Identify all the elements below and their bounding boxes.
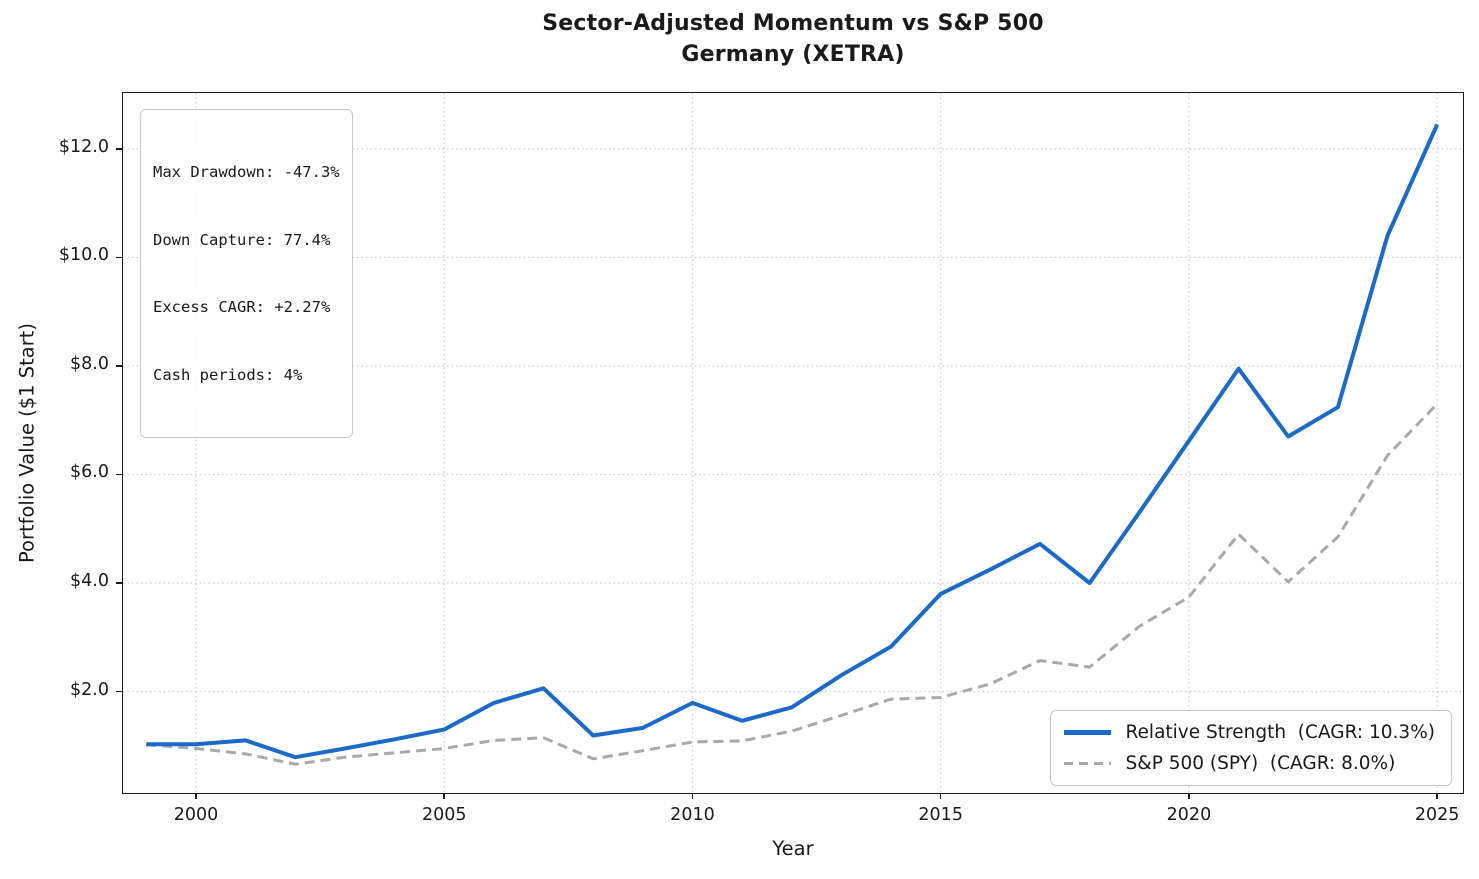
- x-tick: [1436, 793, 1438, 799]
- x-tick-label: 2000: [173, 805, 219, 825]
- legend-label-benchmark: S&P 500 (SPY) (CAGR: 8.0%): [1125, 753, 1396, 774]
- strategy-line-swatch: [1063, 730, 1111, 735]
- legend-item-benchmark: S&P 500 (SPY) (CAGR: 8.0%): [1063, 748, 1435, 779]
- y-tick-label: $8.0: [70, 353, 109, 374]
- y-tick: [116, 148, 123, 150]
- y-tick-label: $4.0: [70, 571, 109, 591]
- stat-excess-cagr: Excess CAGR: +2.27%: [153, 298, 331, 316]
- y-tick: [116, 582, 123, 584]
- x-tick: [195, 793, 197, 799]
- plot-frame: [121, 91, 1464, 794]
- plot-area: [123, 93, 1463, 793]
- x-axis-label: Year: [772, 837, 814, 860]
- y-tick: [116, 690, 123, 693]
- stats-box: Max Drawdown: -47.3% Down Capture: 77.4%…: [140, 109, 353, 438]
- chart-title-line1: Sector-Adjusted Momentum vs S&P 500: [542, 11, 1044, 36]
- stat-max-drawdown: Max Drawdown: -47.3%: [153, 163, 340, 181]
- legend: Relative Strength (CAGR: 10.3%) S&P 500 …: [1049, 710, 1452, 786]
- benchmark-line-swatch: [1063, 761, 1111, 766]
- x-tick-label: 2010: [670, 805, 715, 825]
- stat-down-capture: Down Capture: 77.4%: [153, 230, 331, 249]
- y-tick: [116, 473, 123, 476]
- strategy-line: [146, 123, 1440, 760]
- y-tick-label: $10.0: [58, 245, 109, 266]
- chart-title-line2: Germany (XETRA): [681, 42, 905, 67]
- x-tick: [691, 793, 694, 799]
- y-tick-label: $2.0: [70, 679, 109, 700]
- x-tick-label: 2025: [1414, 805, 1460, 825]
- x-tick: [443, 793, 445, 799]
- legend-item-strategy: Relative Strength (CAGR: 10.3%): [1063, 717, 1435, 748]
- y-tick: [116, 256, 123, 259]
- x-tick: [1188, 793, 1190, 799]
- y-tick: [116, 365, 123, 367]
- x-tick-label: 2020: [1166, 805, 1212, 825]
- chart-title: Sector-Adjusted Momentum vs S&P 500 Germ…: [123, 8, 1463, 70]
- stat-cash-periods: Cash periods: 4%: [153, 365, 303, 384]
- x-tick-label: 2005: [421, 805, 467, 825]
- benchmark-line: [146, 402, 1439, 766]
- y-tick-label: $6.0: [70, 462, 109, 483]
- x-tick-label: 2015: [918, 805, 963, 825]
- x-tick: [939, 793, 942, 799]
- y-tick-label: $12.0: [58, 136, 109, 157]
- legend-label-strategy: Relative Strength (CAGR: 10.3%): [1125, 722, 1435, 743]
